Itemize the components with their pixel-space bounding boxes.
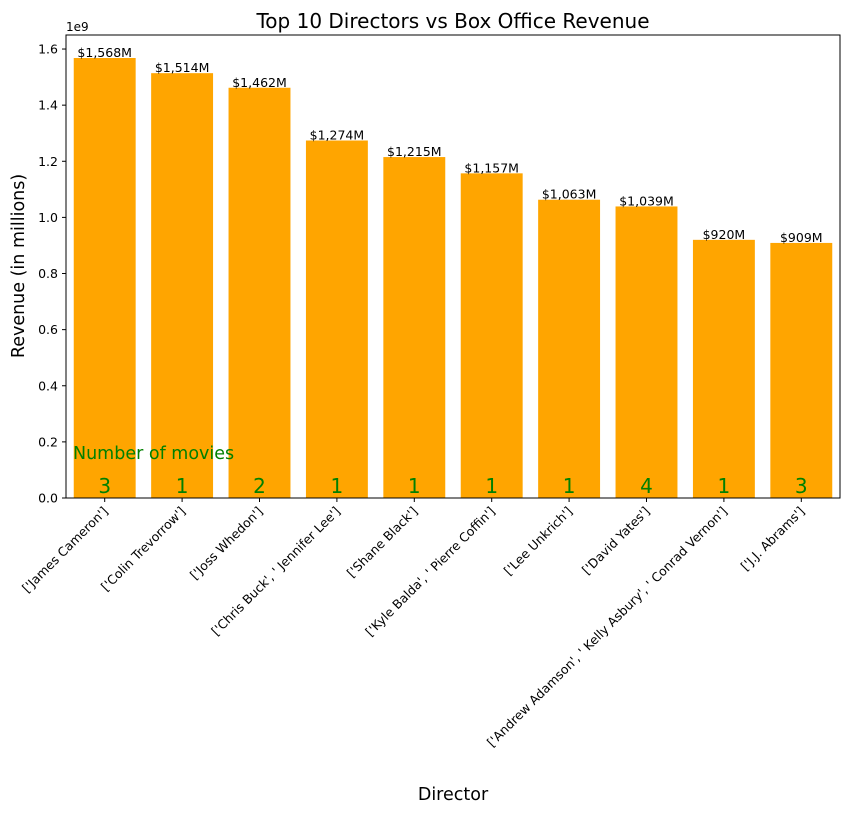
y-tick-label: 1.4 <box>38 98 58 113</box>
x-tick-label: ['Kyle Balda', ' Pierre Coffin'] <box>362 504 498 640</box>
movie-count-label: 4 <box>640 474 653 498</box>
bar-value-label: $1,039M <box>619 193 674 208</box>
bar-value-label: $1,063M <box>542 187 597 202</box>
x-tick-label: ['Colin Trevorrow'] <box>98 504 188 594</box>
x-tick-label: ['Lee Unkrich'] <box>501 504 576 579</box>
y-tick-label: 1.2 <box>38 154 58 169</box>
movie-count-label: 1 <box>563 474 576 498</box>
x-tick-label: ['Shane Black'] <box>344 504 421 581</box>
movie-count-label: 1 <box>408 474 421 498</box>
y-axis: 0.0 0.2 0.4 0.6 0.8 1.0 1.2 1.4 1.6 <box>38 42 66 506</box>
bar <box>615 206 678 498</box>
y-tick-label: 0.6 <box>38 322 58 337</box>
y-tick-label: 1.6 <box>38 42 58 57</box>
bar <box>692 239 755 499</box>
movie-count-label: 1 <box>485 474 498 498</box>
bar-value-label: $909M <box>780 230 823 245</box>
movie-count-label: 2 <box>253 474 266 498</box>
bar <box>305 140 368 498</box>
bar <box>460 173 523 498</box>
x-tick-label: ['James Cameron'] <box>19 504 111 596</box>
value-labels: $1,568M $1,514M $1,462M $1,274M $1,215M $1,15… <box>77 45 822 245</box>
bar <box>73 58 136 498</box>
movie-count-label: 1 <box>718 474 731 498</box>
x-tick-label: ['J.J. Abrams'] <box>737 504 807 574</box>
x-axis-label: Director <box>418 785 489 805</box>
y-tick-label: 0.8 <box>38 266 58 281</box>
movie-count-label: 3 <box>98 474 111 498</box>
plot-frame <box>65 34 841 499</box>
count-annotation: Number of movies <box>73 444 234 464</box>
bar-value-label: $1,215M <box>387 144 442 159</box>
bar <box>538 199 601 498</box>
movie-count-label: 1 <box>176 474 189 498</box>
bar <box>228 87 291 498</box>
bar <box>383 157 446 498</box>
y-offset-text: 1e9 <box>66 20 89 34</box>
movie-count-label: 3 <box>795 474 808 498</box>
bar-value-label: $1,157M <box>464 160 519 175</box>
y-tick-label: 0.2 <box>38 434 58 449</box>
y-tick-label: 0.4 <box>38 378 58 393</box>
movie-count-label: 1 <box>331 474 344 498</box>
x-axis: ['James Cameron']['Colin Trevorrow']['Jo… <box>19 498 807 750</box>
y-tick-label: 0.0 <box>38 491 58 506</box>
x-tick-label: ['Joss Whedon'] <box>187 504 266 583</box>
x-tick-label: ['Chris Buck', ' Jennifer Lee'] <box>208 504 343 639</box>
bar-value-label: $1,462M <box>232 75 287 90</box>
y-axis-label: Revenue (in millions) <box>9 174 29 358</box>
y-tick-label: 1.0 <box>38 210 58 225</box>
bar-value-label: $920M <box>703 227 746 242</box>
bar <box>770 242 833 498</box>
bars <box>73 58 833 499</box>
movie-count-labels: 3 1 2 1 1 1 1 4 1 3 <box>98 474 807 498</box>
x-tick-label: ['David Yates'] <box>579 504 653 578</box>
bar-value-label: $1,568M <box>77 45 132 60</box>
bar-value-label: $1,514M <box>155 60 210 75</box>
bar <box>151 73 214 499</box>
bar-value-label: $1,274M <box>310 128 365 143</box>
chart-title: Top 10 Directors vs Box Office Revenue <box>255 9 649 33</box>
